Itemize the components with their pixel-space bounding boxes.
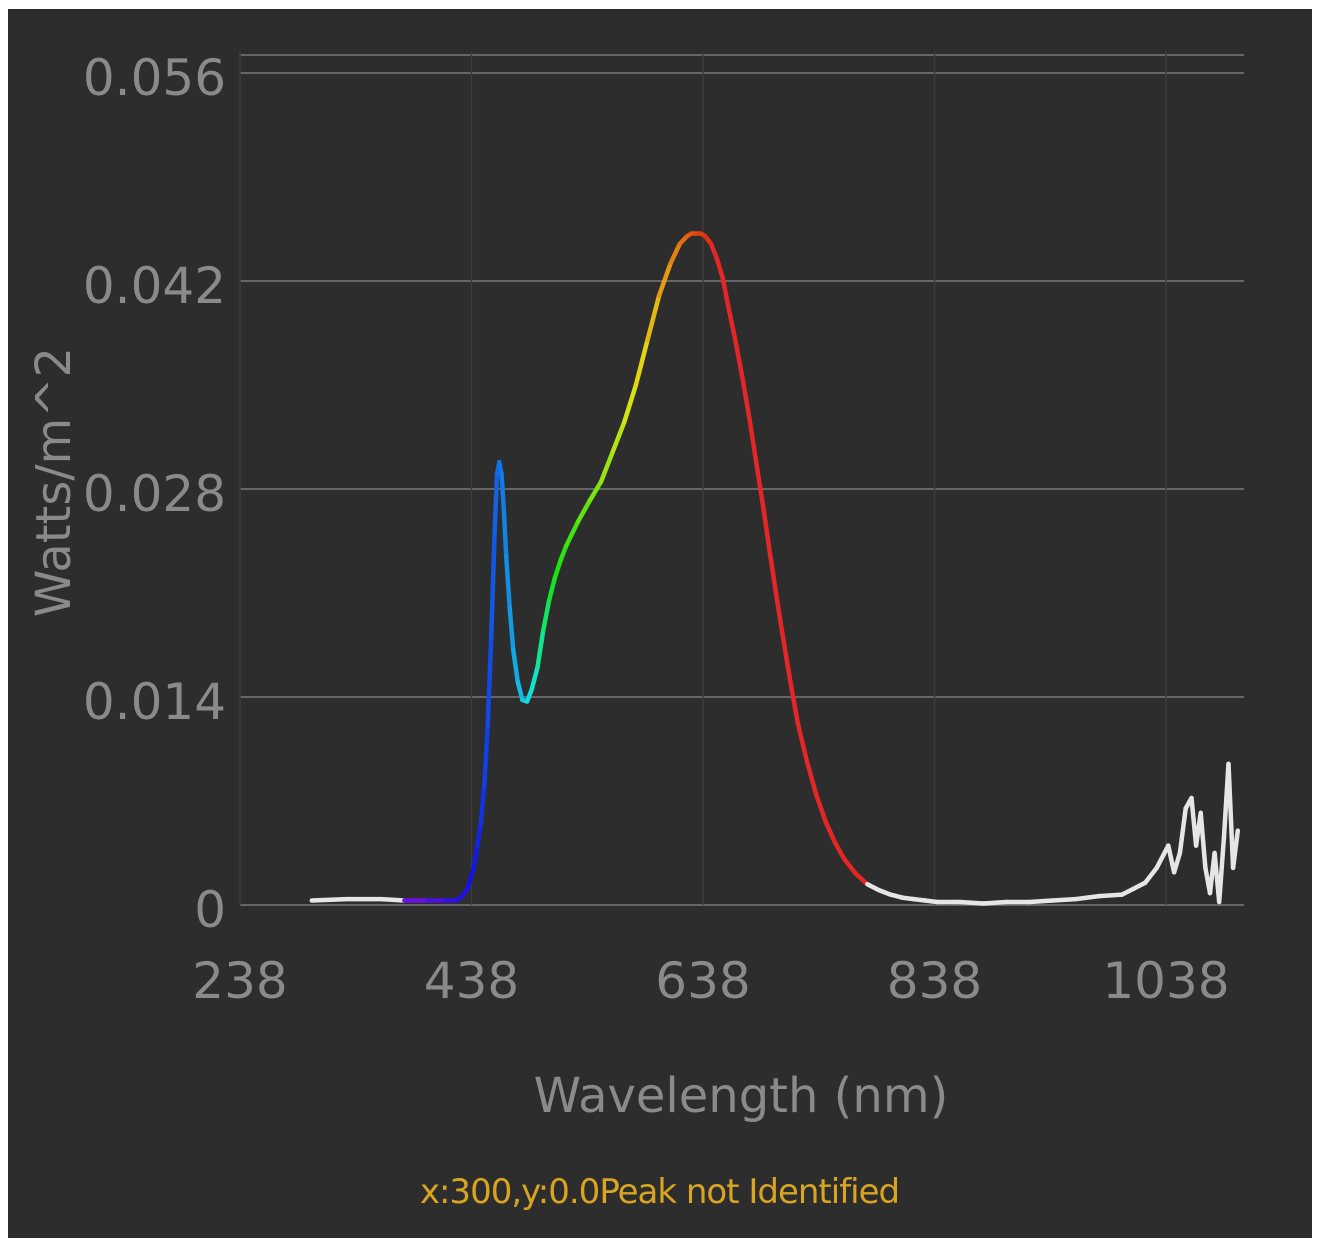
spectrum-segment: [1230, 828, 1241, 871]
spectrum-segment: [980, 899, 1009, 906]
spectrum-segment: [656, 260, 673, 299]
y-tick-label: 0.028: [83, 465, 226, 523]
x-tick-label: 638: [655, 952, 750, 1010]
spectrum-segment: [645, 293, 662, 343]
spectrum-segment: [499, 471, 507, 514]
x-tick-label: 438: [424, 952, 519, 1010]
spectrum-segment: [760, 504, 773, 557]
chart-panel: [8, 9, 1312, 1238]
spectrum-segment: [1050, 896, 1078, 903]
spectrum-segment: [501, 509, 509, 559]
x-tick-label: 1038: [1102, 952, 1229, 1010]
spectrum-segment: [747, 415, 759, 465]
spectrum-segment: [814, 792, 828, 825]
spectrum-segment: [853, 871, 870, 887]
spectrum-segment: [587, 479, 604, 504]
spectrum-segment: [465, 865, 477, 890]
x-tick-label: 238: [192, 952, 287, 1010]
spectrum-segment: [1142, 865, 1159, 885]
x-axis-ticks: 238 438 638 838 1038: [192, 952, 1229, 1010]
spectrum-segment: [478, 783, 487, 826]
spectrum-segment: [1073, 893, 1102, 902]
spectrum-segment: [503, 553, 512, 611]
spectrum-segment: [767, 552, 780, 603]
spectrum-segment: [1154, 843, 1171, 871]
spectrum-segment: [753, 460, 766, 510]
spectrum-segment: [309, 896, 349, 903]
spectrum-segment: [788, 682, 801, 726]
spectrum-segment: [804, 760, 819, 798]
spectrum-segment: [726, 305, 738, 343]
spectrum-segment: [781, 641, 794, 688]
spectrum-segment: [1216, 835, 1227, 905]
spectrum-segment: [832, 840, 847, 862]
spectrum-segment: [564, 519, 581, 548]
y-axis-ticks: 0 0.014 0.028 0.042 0.056: [83, 49, 226, 939]
spectrum-segment: [633, 338, 650, 388]
y-tick-label: 0.042: [83, 257, 226, 315]
x-axis-title: Wavelength (nm): [534, 1068, 949, 1124]
spectrum-segment: [795, 721, 810, 765]
spectrum-segment: [720, 275, 731, 310]
spectrum-segment: [668, 241, 683, 266]
spectrum-segment: [507, 605, 516, 652]
spectrum-segment: [708, 241, 720, 261]
spectrum-segment: [841, 856, 859, 877]
spectrum-line: [309, 231, 1241, 906]
spectrum-segment: [622, 382, 639, 425]
spectrum-segment: [510, 647, 521, 685]
spectrum-segment: [485, 635, 494, 729]
spectrum-segment: [575, 498, 592, 524]
spectrum-segment: [1096, 892, 1125, 899]
spectrum-segment: [598, 449, 615, 484]
spectrum-segment: [1027, 898, 1055, 905]
spectrum-segment: [610, 419, 627, 455]
spectrum-segment: [481, 724, 490, 789]
spectrum-segment: [546, 575, 558, 603]
spectrum-segment: [541, 598, 552, 633]
spectrum-segment: [488, 531, 497, 640]
spectrum-segment: [740, 375, 752, 420]
spectrum-segment: [558, 543, 569, 563]
spectrum-segment: [1177, 806, 1188, 856]
y-tick-label: 0.056: [83, 49, 226, 107]
spectrum-segment: [733, 338, 745, 380]
peak-status-readout: x:300,y:0.0Peak not Identified: [419, 1172, 900, 1212]
y-tick-label: 0.014: [83, 673, 226, 731]
grid-lines: [239, 51, 1244, 906]
spectrum-segment: [535, 627, 546, 670]
spectrum-segment: [774, 598, 787, 646]
spectrum-segment: [529, 665, 540, 692]
spectrum-segment: [714, 256, 725, 281]
spectrum-segment: [515, 679, 525, 703]
spectrum-segment: [1198, 810, 1208, 871]
spectrum-segment: [475, 821, 484, 848]
spectrum-segment: [378, 896, 407, 903]
spectrum-segment: [1171, 850, 1183, 875]
spectrum-segment: [471, 843, 480, 871]
y-tick-label: 0: [194, 881, 226, 939]
y-axis-title: Watts/m^2: [26, 347, 82, 617]
spectrum-segment: [957, 899, 986, 906]
spectrum-segment: [492, 471, 500, 536]
spectrum-segment: [823, 819, 838, 845]
spectrum-segment: [552, 558, 563, 581]
x-tick-label: 838: [887, 952, 982, 1010]
spectrum-segment: [1226, 761, 1236, 871]
